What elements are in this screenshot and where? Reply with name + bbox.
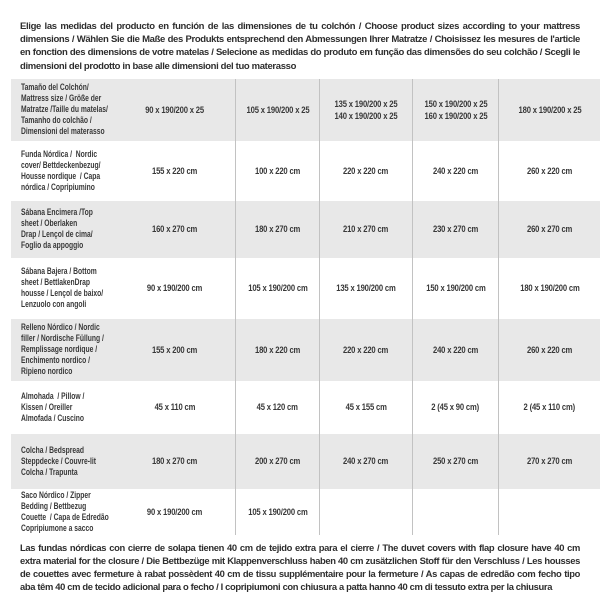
zipper-bedding-size-1-text: 105 x 190/200 cm	[247, 506, 308, 517]
header-size-150-160: 150 x 190/200 x 25 160 x 190/200 x 25	[412, 78, 498, 141]
nordic-filler-size-0-text: 155 x 200 cm	[152, 344, 198, 355]
bottom-sheet-size-3: 150 x 190/200 cm	[412, 257, 498, 319]
bedspread-size-4: 270 x 270 cm	[498, 433, 600, 489]
header-size-180-text: 180 x 190/200 x 25	[518, 104, 581, 115]
row-label-pillow-text: Almohada / Pillow / Kissen / Oreiller Al…	[21, 390, 85, 423]
intro-text: Elige las medidas del producto en funció…	[20, 21, 580, 72]
nordic-filler-size-0: 155 x 200 cm	[115, 318, 235, 381]
row-label-top-sheet: Sábana Encimera /Top sheet / Oberlaken D…	[11, 200, 115, 258]
bottom-sheet-size-1: 105 x 190/200 cm	[235, 257, 319, 319]
pillow-size-0: 45 x 110 cm	[115, 380, 235, 434]
nordic-cover-size-3-text: 240 x 220 cm	[432, 165, 479, 176]
bedspread-size-3: 250 x 270 cm	[412, 433, 498, 489]
header-size-135-140-text: 135 x 190/200 x 25 140 x 190/200 x 25	[334, 98, 398, 121]
header-size-150-160-text: 150 x 190/200 x 25 160 x 190/200 x 25	[424, 98, 487, 121]
header-size-135-140: 135 x 190/200 x 25 140 x 190/200 x 25	[319, 78, 412, 141]
zipper-bedding-size-2	[319, 488, 412, 535]
nordic-cover-size-2: 220 x 220 cm	[319, 140, 412, 201]
pillow-size-1: 45 x 120 cm	[235, 380, 319, 434]
header-mattress-size-label-text: Tamaño del Colchón/ Mattress size / Größ…	[21, 82, 108, 137]
header-mattress-size-label: Tamaño del Colchón/ Mattress size / Größ…	[11, 78, 115, 141]
zipper-bedding-size-3	[412, 488, 498, 535]
pillow-size-1-text: 45 x 120 cm	[256, 402, 299, 413]
nordic-cover-size-3: 240 x 220 cm	[412, 140, 498, 201]
row-label-top-sheet-text: Sábana Encimera /Top sheet / Oberlaken D…	[21, 207, 93, 251]
zipper-bedding-size-4	[498, 488, 600, 535]
nordic-cover-size-4-text: 260 x 220 cm	[526, 165, 573, 176]
zipper-bedding-size-1: 105 x 190/200 cm	[235, 488, 319, 535]
bottom-sheet-size-2: 135 x 190/200 cm	[319, 257, 412, 319]
top-sheet-size-3-text: 230 x 270 cm	[432, 224, 479, 235]
nordic-filler-size-4: 260 x 220 cm	[498, 318, 600, 381]
top-sheet-size-2-text: 210 x 270 cm	[343, 224, 389, 235]
nordic-filler-size-3: 240 x 220 cm	[412, 318, 498, 381]
top-sheet-size-4-text: 260 x 270 cm	[526, 224, 573, 235]
bedspread-size-3-text: 250 x 270 cm	[432, 456, 479, 467]
bottom-sheet-size-4-text: 180 x 190/200 cm	[519, 283, 580, 294]
pillow-size-4: 2 (45 x 110 cm)	[498, 380, 600, 434]
bottom-sheet-size-0: 90 x 190/200 cm	[115, 257, 235, 319]
top-sheet-size-3: 230 x 270 cm	[412, 200, 498, 258]
nordic-filler-size-1: 180 x 220 cm	[235, 318, 319, 381]
row-label-nordic-cover-text: Funda Nórdica / Nordic cover/ Bettdecken…	[21, 148, 101, 192]
row-label-bottom-sheet: Sábana Bajera / Bottom sheet / Bettlaken…	[11, 257, 115, 319]
nordic-cover-size-4: 260 x 220 cm	[498, 140, 600, 201]
zipper-bedding-size-0-text: 90 x 190/200 cm	[147, 506, 203, 517]
row-label-zipper-bedding-text: Saco Nórdico / Zipper Bedding / Bettbezu…	[21, 489, 109, 533]
nordic-cover-size-2-text: 220 x 220 cm	[343, 165, 389, 176]
footer-text: Las fundas nórdicas con cierre de solapa…	[20, 541, 580, 592]
bedspread-size-0: 180 x 270 cm	[115, 433, 235, 489]
size-table: Tamaño del Colchón/ Mattress size / Größ…	[11, 78, 600, 535]
nordic-filler-size-4-text: 260 x 220 cm	[526, 344, 573, 355]
zipper-bedding-size-0: 90 x 190/200 cm	[115, 488, 235, 535]
nordic-filler-size-1-text: 180 x 220 cm	[254, 344, 301, 355]
row-label-bedspread: Colcha / Bedspread Steppdecke / Couvre-l…	[11, 433, 115, 489]
header-size-90: 90 x 190/200 x 25	[115, 78, 235, 141]
bottom-sheet-size-2-text: 135 x 190/200 cm	[336, 283, 396, 294]
top-sheet-size-1: 180 x 270 cm	[235, 200, 319, 258]
row-label-nordic-cover: Funda Nórdica / Nordic cover/ Bettdecken…	[11, 140, 115, 201]
bedspread-size-4-text: 270 x 270 cm	[526, 456, 573, 467]
bedspread-size-2-text: 240 x 270 cm	[343, 456, 389, 467]
nordic-filler-size-2-text: 220 x 220 cm	[343, 344, 389, 355]
nordic-filler-size-2: 220 x 220 cm	[319, 318, 412, 381]
row-label-pillow: Almohada / Pillow / Kissen / Oreiller Al…	[11, 380, 115, 434]
bedspread-size-1-text: 200 x 270 cm	[254, 456, 301, 467]
pillow-size-2-text: 45 x 155 cm	[345, 402, 387, 413]
pillow-size-0-text: 45 x 110 cm	[154, 402, 196, 413]
top-sheet-size-2: 210 x 270 cm	[319, 200, 412, 258]
row-label-nordic-filler-text: Relleno Nórdico / Nordic filler / Nordis…	[21, 322, 104, 377]
top-sheet-size-1-text: 180 x 270 cm	[254, 224, 301, 235]
top-sheet-size-0: 160 x 270 cm	[115, 200, 235, 258]
pillow-size-3: 2 (45 x 90 cm)	[412, 380, 498, 434]
header-size-180: 180 x 190/200 x 25	[498, 78, 600, 141]
nordic-cover-size-0: 155 x 220 cm	[115, 140, 235, 201]
pillow-size-2: 45 x 155 cm	[319, 380, 412, 434]
top-sheet-size-4: 260 x 270 cm	[498, 200, 600, 258]
bottom-sheet-size-1-text: 105 x 190/200 cm	[247, 283, 308, 294]
top-sheet-size-0-text: 160 x 270 cm	[152, 224, 198, 235]
nordic-cover-size-1-text: 100 x 220 cm	[254, 165, 301, 176]
bedspread-size-2: 240 x 270 cm	[319, 433, 412, 489]
row-label-bedspread-text: Colcha / Bedspread Steppdecke / Couvre-l…	[21, 444, 97, 477]
row-label-nordic-filler: Relleno Nórdico / Nordic filler / Nordis…	[11, 318, 115, 381]
row-label-zipper-bedding: Saco Nórdico / Zipper Bedding / Bettbezu…	[11, 488, 115, 535]
bottom-sheet-size-3-text: 150 x 190/200 cm	[425, 283, 486, 294]
bottom-sheet-size-4: 180 x 190/200 cm	[498, 257, 600, 319]
header-size-105-text: 105 x 190/200 x 25	[246, 104, 309, 115]
bottom-sheet-size-0-text: 90 x 190/200 cm	[147, 283, 203, 294]
header-size-105: 105 x 190/200 x 25	[235, 78, 319, 141]
nordic-cover-size-0-text: 155 x 220 cm	[152, 165, 198, 176]
nordic-cover-size-1: 100 x 220 cm	[235, 140, 319, 201]
row-label-bottom-sheet-text: Sábana Bajera / Bottom sheet / Bettlaken…	[21, 266, 104, 310]
bedspread-size-0-text: 180 x 270 cm	[152, 456, 198, 467]
pillow-size-4-text: 2 (45 x 110 cm)	[523, 402, 576, 413]
pillow-size-3-text: 2 (45 x 90 cm)	[431, 402, 480, 413]
nordic-filler-size-3-text: 240 x 220 cm	[432, 344, 479, 355]
bedspread-size-1: 200 x 270 cm	[235, 433, 319, 489]
header-size-90-text: 90 x 190/200 x 25	[145, 104, 205, 115]
